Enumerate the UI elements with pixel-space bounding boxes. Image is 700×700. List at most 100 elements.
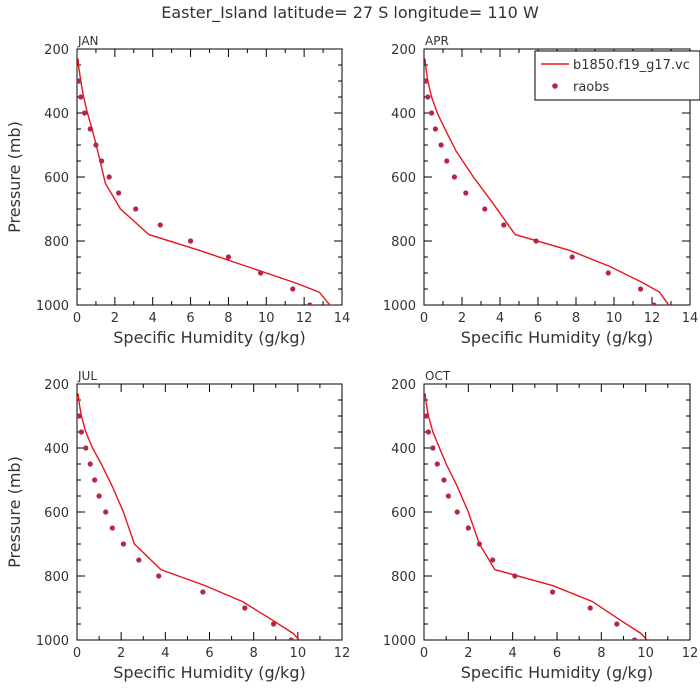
plot-frame <box>423 383 691 641</box>
raobs-point <box>430 445 436 451</box>
raobs-point <box>258 270 264 276</box>
x-tick-label: 6 <box>205 646 213 661</box>
raobs-point <box>490 557 496 563</box>
x-axis-label: Specific Humidity (g/kg) <box>461 663 653 682</box>
plot-frame <box>76 48 343 306</box>
raobs-point <box>605 270 611 276</box>
model-profile-line <box>77 393 301 640</box>
y-tick-label: 200 <box>391 378 416 393</box>
raobs-point <box>533 238 539 244</box>
x-tick-label: 0 <box>73 311 81 326</box>
raobs-point <box>290 286 296 292</box>
model-profile-line <box>424 58 670 305</box>
plot-area <box>77 393 301 640</box>
raobs-point <box>157 222 163 228</box>
y-tick-label: 1000 <box>36 299 69 314</box>
raobs-point <box>78 429 85 435</box>
raobs-point <box>651 302 657 305</box>
raobs-point <box>631 637 638 640</box>
x-tick-label: 12 <box>682 646 699 661</box>
x-tick-label: 8 <box>250 646 258 661</box>
y-tick-label: 200 <box>391 43 416 58</box>
raobs-point <box>116 190 122 196</box>
panel-jan: JAN 0 2 4 6 8 10 12 14 200 400 600 800 1000 Specific H… <box>5 34 350 347</box>
x-tick-label: 4 <box>149 311 157 326</box>
y-tick-label: 400 <box>391 107 416 122</box>
y-tick-label: 800 <box>391 235 416 250</box>
x-tick-label: 6 <box>553 646 561 661</box>
x-tick-label: 8 <box>224 311 232 326</box>
raobs-point <box>225 254 232 260</box>
x-tick-label: 10 <box>606 311 623 326</box>
y-tick-label: 600 <box>391 506 416 521</box>
y-tick-label: 600 <box>44 171 69 186</box>
raobs-point <box>434 461 440 467</box>
raobs-point <box>200 589 206 595</box>
x-tick-label: 8 <box>572 311 580 326</box>
raobs-point <box>288 637 294 640</box>
y-tick-label: 800 <box>44 570 69 585</box>
raobs-point <box>512 573 518 579</box>
raobs-point <box>87 461 93 467</box>
y-tick-label: 400 <box>391 442 416 457</box>
y-tick-label: 200 <box>44 378 69 393</box>
y-tick-label: 600 <box>44 506 69 521</box>
x-axis-label: Specific Humidity (g/kg) <box>461 328 653 347</box>
x-tick-label: 0 <box>420 646 428 661</box>
raobs-point <box>614 621 620 627</box>
y-axis-label: Pressure (mb) <box>5 121 24 233</box>
panel-oct: OCT 0 2 4 6 8 10 12 200 400 600 800 1000 Specific Hum… <box>383 369 698 682</box>
raobs-point <box>81 110 88 116</box>
model-profile-line <box>77 58 331 305</box>
raobs-point <box>432 126 438 132</box>
raobs-point <box>77 78 82 84</box>
x-tick-label: 10 <box>290 646 307 661</box>
x-tick-label: 4 <box>496 311 504 326</box>
raobs-point <box>638 286 644 292</box>
raobs-point <box>83 445 89 451</box>
legend-model-label: b1850.f19_g17.vc <box>573 58 690 73</box>
x-tick-label: 12 <box>644 311 661 326</box>
y-axis-label: Pressure (mb) <box>5 456 24 568</box>
plot-frame <box>76 383 343 641</box>
raobs-point <box>133 206 139 212</box>
raobs-point <box>569 254 575 260</box>
raobs-point <box>424 78 429 84</box>
x-tick-label: 2 <box>111 311 119 326</box>
x-axis-label: Specific Humidity (g/kg) <box>113 663 305 682</box>
raobs-point <box>445 493 451 499</box>
raobs-point <box>549 589 556 595</box>
y-tick-label: 200 <box>44 43 69 58</box>
model-profile-line <box>424 393 649 640</box>
x-tick-label: 2 <box>458 311 466 326</box>
raobs-point <box>451 174 457 180</box>
raobs-point <box>465 525 471 531</box>
raobs-point <box>463 190 469 196</box>
panel-label: APR <box>425 34 449 48</box>
raobs-point <box>424 413 429 419</box>
raobs-point <box>106 174 112 180</box>
raobs-point <box>77 413 82 419</box>
panel-apr: APR 0 2 4 6 8 10 12 14 200 400 600 800 1000 Specific H… <box>383 34 698 347</box>
raobs-point <box>587 605 593 611</box>
panel-label: JAN <box>77 34 99 48</box>
raobs-point <box>441 477 447 483</box>
x-tick-label: 14 <box>682 311 699 326</box>
x-tick-label: 6 <box>186 311 194 326</box>
raobs-point <box>99 158 105 164</box>
raobs-point <box>93 142 99 148</box>
raobs-point <box>187 238 194 244</box>
y-tick-label: 800 <box>391 570 416 585</box>
y-tick-label: 800 <box>44 235 69 250</box>
x-tick-label: 6 <box>534 311 542 326</box>
legend-obs-label: raobs <box>573 80 610 95</box>
panel-jul: JUL 0 2 4 6 8 10 12 200 400 600 800 1000 Specific Hum… <box>5 369 350 682</box>
x-tick-label: 8 <box>597 646 605 661</box>
raobs-point <box>429 110 435 116</box>
raobs-point <box>501 222 507 228</box>
raobs-point <box>96 493 102 499</box>
legend-obs-swatch <box>552 83 558 89</box>
x-tick-label: 0 <box>73 646 81 661</box>
